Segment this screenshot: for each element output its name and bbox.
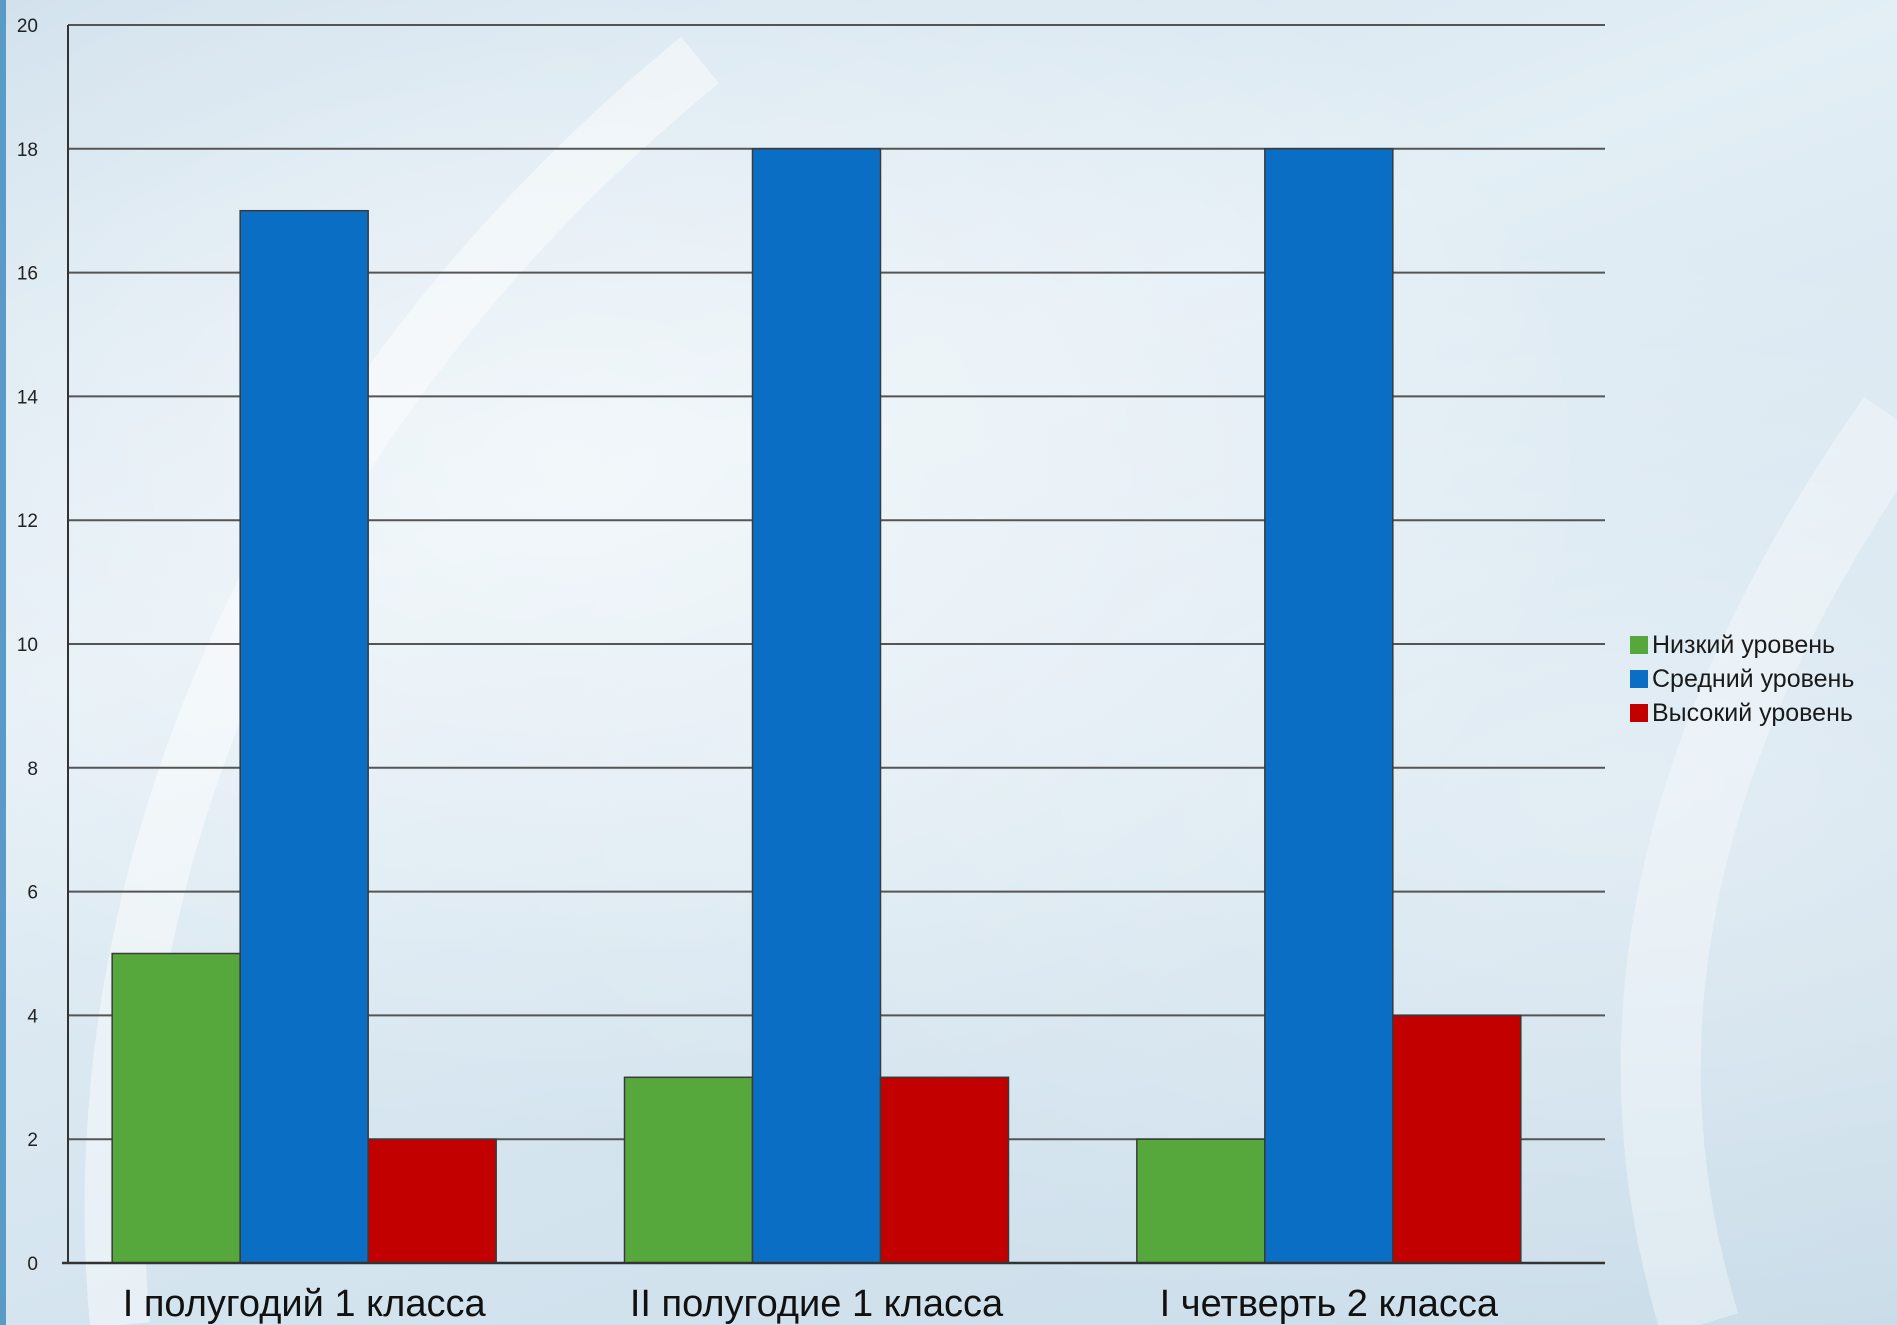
legend-item: Средний уровень xyxy=(1630,662,1892,696)
bar-2-1 xyxy=(239,209,369,1264)
bars-layer xyxy=(111,148,1522,1264)
bar-3-2 xyxy=(879,1076,1010,1264)
legend-swatch xyxy=(1630,636,1648,654)
legend-label: Высокий уровень xyxy=(1652,698,1853,727)
bar-1-3 xyxy=(1136,1138,1266,1264)
left-edge-strip xyxy=(0,0,6,1325)
legend-label: Средний уровень xyxy=(1652,664,1855,693)
legend-swatch xyxy=(1630,670,1648,688)
bar-1-2 xyxy=(623,1076,754,1264)
x-tick-label: I четверть 2 класса xyxy=(1160,1283,1499,1325)
x-tick-label: II полугодие 1 класса xyxy=(630,1283,1004,1325)
bar-3-1 xyxy=(367,1138,497,1264)
y-tick-labels: 0 2 4 6 8 10 12 14 16 18 20 xyxy=(17,16,39,1275)
y-tick-label: 10 xyxy=(17,635,38,656)
y-tick-label: 4 xyxy=(27,1006,38,1027)
legend-item: Высокий уровень xyxy=(1630,696,1892,730)
axes-layer xyxy=(62,25,1605,1265)
bar-2-2 xyxy=(751,148,882,1264)
x-tick-labels: I полугодий 1 класса II полугодие 1 класс… xyxy=(123,1283,1499,1325)
chart-legend: Низкий уровень Средний уровень Высокий уро… xyxy=(1630,628,1892,730)
bar-2-3 xyxy=(1264,148,1394,1264)
y-tick-label: 6 xyxy=(27,883,38,904)
legend-item: Низкий уровень xyxy=(1630,628,1892,662)
y-tick-label: 14 xyxy=(17,387,39,408)
x-tick-label: I полугодий 1 класса xyxy=(123,1283,487,1325)
bar-3-3 xyxy=(1392,1014,1522,1264)
legend-swatch xyxy=(1630,704,1648,722)
y-tick-label: 8 xyxy=(27,759,38,780)
y-tick-label: 18 xyxy=(17,140,38,161)
y-tick-label: 16 xyxy=(17,264,38,285)
y-tick-label: 12 xyxy=(17,511,38,532)
bar-1-1 xyxy=(111,952,241,1264)
y-tick-label: 2 xyxy=(27,1130,38,1151)
y-tick-label: 20 xyxy=(17,16,38,37)
legend-label: Низкий уровень xyxy=(1652,630,1836,659)
y-tick-label: 0 xyxy=(27,1254,38,1275)
